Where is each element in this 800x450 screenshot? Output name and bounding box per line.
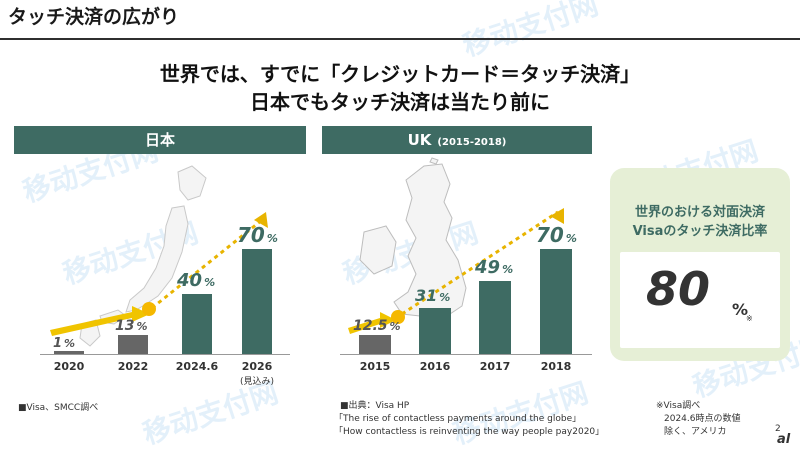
japan-panel-title: 日本 bbox=[144, 131, 175, 149]
uk-source-line-1: ■出典：Visa HP bbox=[340, 401, 410, 411]
value-label-2015: 12.5% bbox=[353, 315, 401, 334]
headline-line-2: 日本でもタッチ決済は当たり前に bbox=[250, 90, 550, 114]
title-divider bbox=[0, 38, 800, 40]
visa-stat-value: 80 bbox=[646, 262, 711, 316]
value-number-2016: 31 bbox=[415, 285, 438, 305]
slide-title: タッチ決済の広がり bbox=[8, 6, 180, 28]
value-unit-2026: % bbox=[266, 232, 278, 245]
category-label-2017: 2017 bbox=[479, 360, 511, 373]
visa-note-line-2: 2024.6時点の数値 bbox=[664, 414, 741, 424]
value-label-2020: 1% bbox=[53, 332, 75, 351]
value-number-2018: 70 bbox=[536, 223, 564, 247]
japan-panel-header: 日本 bbox=[14, 126, 306, 154]
value-label-2017: 49% bbox=[475, 257, 513, 278]
value-label-2026: 70% bbox=[237, 223, 278, 247]
uk-panel-title: UK bbox=[407, 131, 432, 149]
value-label-2016: 31% bbox=[415, 286, 450, 305]
bar-2017 bbox=[479, 280, 511, 354]
category-note-2026: (見込み) bbox=[239, 377, 275, 387]
visa-stat-title-line-1: 世界のおける対面決済 bbox=[634, 205, 765, 220]
uk-panel-period: (2015-2018) bbox=[437, 137, 507, 148]
bar-2026 bbox=[242, 249, 272, 354]
bar-2016 bbox=[419, 307, 451, 354]
bar-2020 bbox=[54, 351, 84, 354]
uk-baseline bbox=[340, 354, 592, 355]
value-number-2022: 13 bbox=[115, 317, 135, 334]
brand-logo: al bbox=[777, 432, 791, 447]
visa-note-line-1: ※Visa調べ bbox=[656, 401, 701, 411]
category-label-2016: 2016 bbox=[419, 360, 451, 373]
category-label-2022: 2022 bbox=[117, 360, 149, 373]
bar-2022 bbox=[118, 334, 148, 354]
value-label-2018: 70% bbox=[536, 223, 577, 247]
value-number-2024.6: 40 bbox=[177, 270, 203, 291]
uk-source-line-3: 「How contactless is reinventing the way … bbox=[334, 427, 605, 437]
value-unit-2020: % bbox=[64, 337, 76, 350]
japan-baseline bbox=[40, 354, 290, 355]
uk-source-line-2: 「The rise of contactless payments around… bbox=[334, 414, 582, 424]
value-unit-2022: % bbox=[136, 319, 148, 333]
uk-trend-arrows bbox=[348, 208, 564, 334]
value-number-2015: 12.5 bbox=[353, 318, 388, 335]
watermark-text: 移动支付网 bbox=[458, 0, 603, 63]
value-unit-2016: % bbox=[439, 290, 451, 304]
value-label-2022: 13% bbox=[115, 315, 148, 334]
visa-note-line-3: 除く、アメリカ bbox=[664, 427, 727, 437]
value-number-2026: 70 bbox=[237, 223, 265, 247]
page-number: 2 bbox=[775, 424, 781, 434]
japan-trend-arrows bbox=[50, 212, 268, 336]
value-number-2020: 1 bbox=[53, 336, 63, 351]
visa-stat-value-panel bbox=[620, 252, 780, 348]
bar-2015 bbox=[359, 335, 391, 354]
visa-stat-note-mark: ※ bbox=[746, 314, 753, 323]
value-unit-2024.6: % bbox=[204, 276, 216, 289]
japan-source-note: ■Visa、SMCC調べ bbox=[18, 403, 99, 413]
value-label-2024.6: 40% bbox=[177, 270, 215, 291]
uk-panel-header: UK (2015-2018) bbox=[322, 126, 592, 154]
bar-2024.6 bbox=[182, 294, 212, 354]
category-label-2015: 2015 bbox=[359, 360, 391, 373]
category-label-2024.6: 2024.6 bbox=[175, 360, 219, 373]
visa-stat-unit: % bbox=[732, 300, 749, 319]
category-label-2026: 2026 bbox=[241, 360, 273, 373]
bar-2018 bbox=[540, 249, 572, 354]
value-unit-2018: % bbox=[565, 232, 577, 245]
value-unit-2015: % bbox=[389, 320, 401, 334]
visa-stat-title-line-2: Visaのタッチ決済比率 bbox=[632, 224, 768, 239]
category-label-2018: 2018 bbox=[540, 360, 572, 373]
value-unit-2017: % bbox=[502, 262, 514, 276]
headline-line-1: 世界では、すでに「クレジットカード＝タッチ決済」 bbox=[159, 62, 641, 86]
category-label-2020: 2020 bbox=[53, 360, 85, 373]
value-number-2017: 49 bbox=[475, 256, 501, 278]
